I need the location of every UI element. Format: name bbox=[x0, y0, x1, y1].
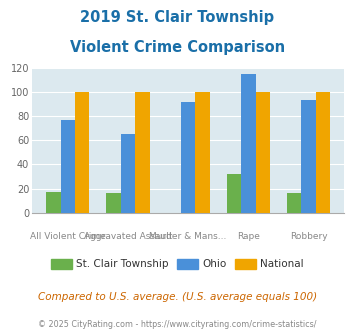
Bar bbox=[106, 193, 121, 213]
Bar bbox=[316, 92, 330, 213]
Text: © 2025 CityRating.com - https://www.cityrating.com/crime-statistics/: © 2025 CityRating.com - https://www.city… bbox=[38, 320, 317, 329]
Bar bbox=[301, 100, 316, 213]
Text: Murder & Mans...: Murder & Mans... bbox=[149, 232, 227, 241]
Bar bbox=[256, 92, 270, 213]
Text: All Violent Crime: All Violent Crime bbox=[30, 232, 106, 241]
Bar bbox=[181, 102, 195, 213]
Text: Compared to U.S. average. (U.S. average equals 100): Compared to U.S. average. (U.S. average … bbox=[38, 292, 317, 302]
Bar bbox=[241, 74, 256, 213]
Bar bbox=[226, 174, 241, 213]
Text: Rape: Rape bbox=[237, 232, 260, 241]
Bar bbox=[75, 92, 89, 213]
Text: Violent Crime Comparison: Violent Crime Comparison bbox=[70, 40, 285, 54]
Bar bbox=[287, 193, 301, 213]
Bar bbox=[46, 192, 61, 213]
Bar bbox=[195, 92, 210, 213]
Legend: St. Clair Township, Ohio, National: St. Clair Township, Ohio, National bbox=[47, 254, 308, 274]
Text: Aggravated Assault: Aggravated Assault bbox=[84, 232, 172, 241]
Text: 2019 St. Clair Township: 2019 St. Clair Township bbox=[81, 10, 274, 25]
Bar bbox=[61, 120, 75, 213]
Bar bbox=[135, 92, 150, 213]
Bar bbox=[121, 134, 135, 213]
Text: Robbery: Robbery bbox=[290, 232, 327, 241]
